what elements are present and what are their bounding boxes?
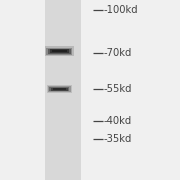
Text: -100kd: -100kd — [103, 5, 138, 15]
Bar — [51, 88, 68, 91]
Bar — [53, 88, 66, 90]
Text: -70kd: -70kd — [103, 48, 132, 58]
Bar — [45, 46, 74, 56]
Text: -35kd: -35kd — [103, 134, 132, 144]
Bar — [48, 49, 71, 54]
Bar — [46, 48, 72, 55]
Bar — [49, 87, 69, 91]
Bar — [47, 85, 72, 93]
Bar — [52, 50, 67, 52]
Text: -40kd: -40kd — [103, 116, 132, 126]
Text: -55kd: -55kd — [103, 84, 132, 94]
Bar — [48, 86, 71, 92]
Bar — [50, 50, 69, 53]
Bar — [45, 0, 81, 180]
